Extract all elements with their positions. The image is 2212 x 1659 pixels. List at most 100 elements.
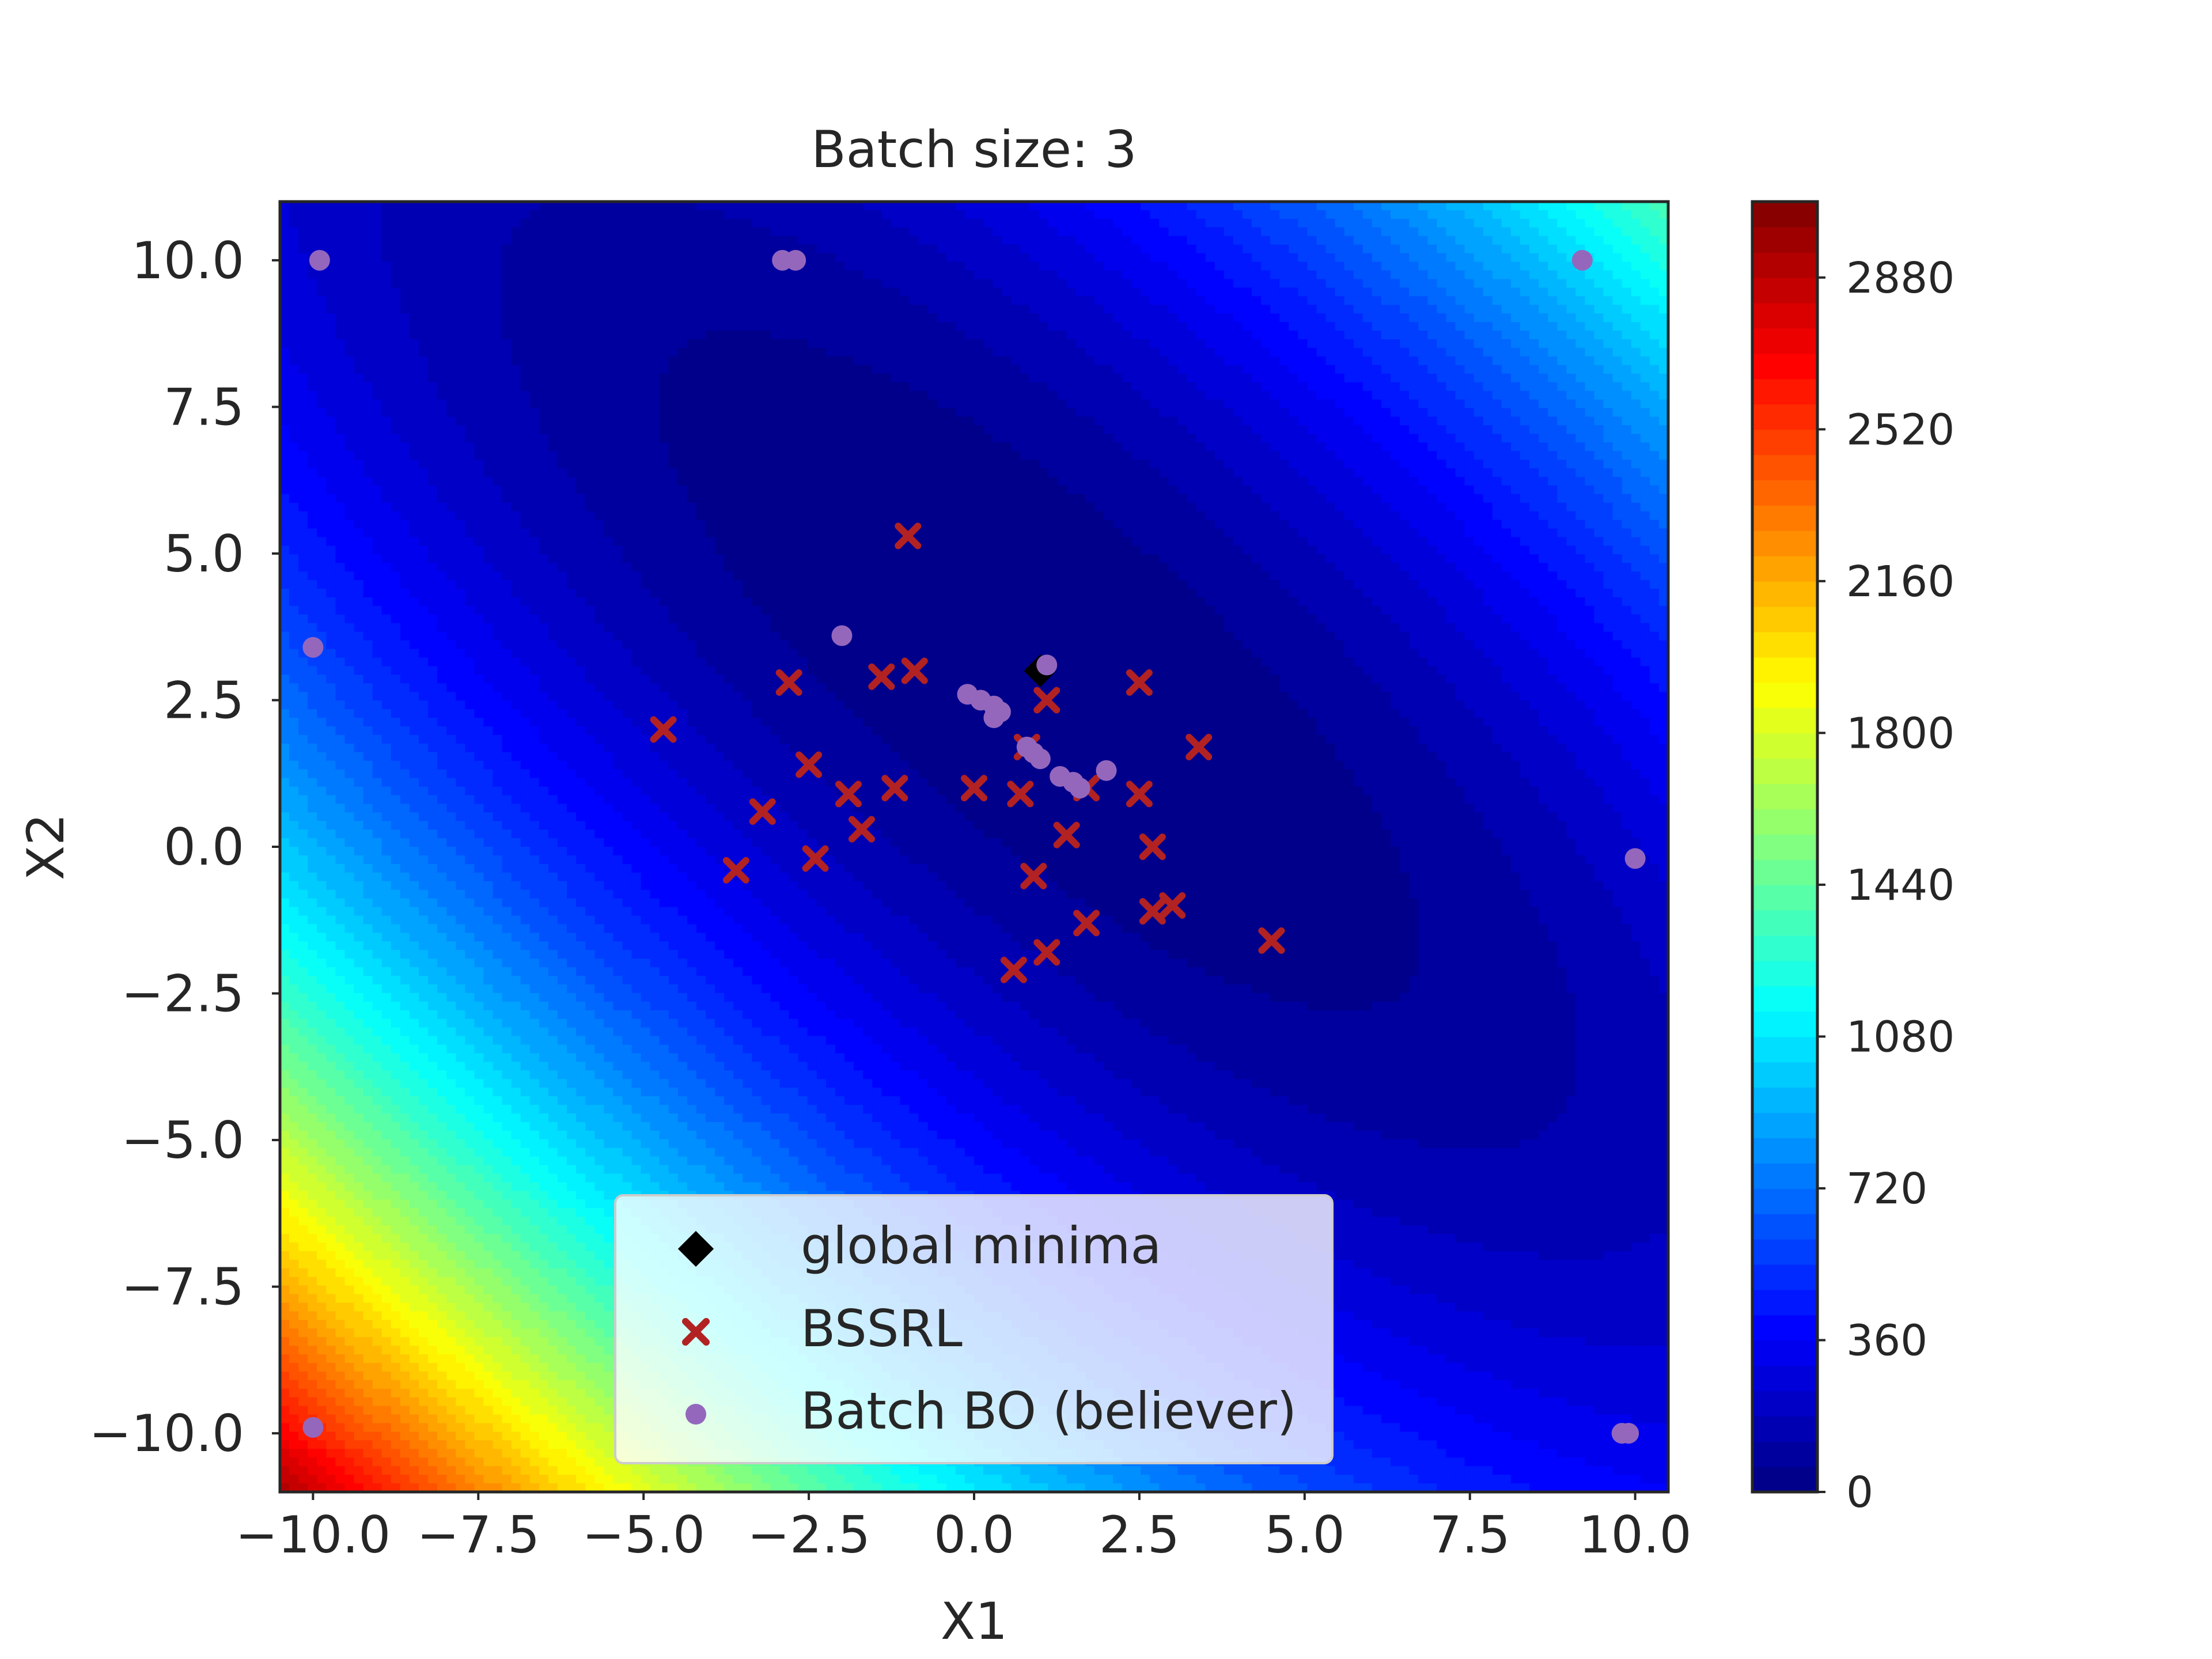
contour-cell <box>354 795 364 804</box>
contour-cell <box>548 1036 558 1046</box>
contour-cell <box>502 451 512 460</box>
contour-cell <box>428 847 438 856</box>
contour-cell <box>558 632 567 641</box>
contour-cell <box>373 1096 382 1105</box>
contour-cell <box>502 907 512 916</box>
contour-cell <box>326 890 336 899</box>
contour-cell <box>446 632 456 641</box>
contour-cell <box>400 1131 410 1140</box>
contour-cell <box>456 589 465 598</box>
contour-cell <box>446 580 456 589</box>
contour-cell <box>382 838 392 847</box>
contour-cell <box>382 357 392 366</box>
contour-cell <box>512 1234 521 1243</box>
contour-cell <box>548 641 558 650</box>
contour-cell <box>493 976 503 985</box>
contour-cell <box>335 313 345 323</box>
contour-cell <box>576 486 586 495</box>
contour-cell <box>410 554 419 563</box>
contour-cell <box>437 1311 447 1320</box>
contour-cell <box>400 855 410 865</box>
contour-cell <box>382 1113 392 1123</box>
contour-cell <box>344 374 354 383</box>
contour-cell <box>400 1105 410 1114</box>
contour-cell <box>530 1079 540 1088</box>
contour-cell <box>558 1457 567 1467</box>
contour-cell <box>354 976 364 985</box>
contour-cell <box>576 881 586 891</box>
contour-cell <box>530 408 540 417</box>
contour-cell <box>502 606 512 615</box>
contour-cell <box>502 915 512 925</box>
contour-cell <box>558 838 567 847</box>
contour-cell <box>465 649 475 658</box>
contour-cell <box>410 735 419 744</box>
contour-cell <box>502 1328 512 1338</box>
contour-cell <box>465 1260 475 1269</box>
contour-cell <box>576 270 586 279</box>
contour-cell <box>373 1397 382 1407</box>
contour-cell <box>502 641 512 650</box>
contour-cell <box>483 795 493 804</box>
contour-cell <box>373 1475 382 1484</box>
contour-cell <box>576 838 586 847</box>
contour-cell <box>548 666 558 675</box>
contour-cell <box>373 382 382 392</box>
contour-cell <box>567 1131 577 1140</box>
contour-cell <box>437 933 447 942</box>
contour-cell <box>344 228 354 237</box>
contour-cell <box>363 752 373 762</box>
contour-cell <box>502 924 512 933</box>
contour-cell <box>437 1423 447 1433</box>
contour-cell <box>382 1019 392 1028</box>
contour-cell <box>354 322 364 331</box>
contour-cell <box>428 915 438 925</box>
contour-cell <box>326 554 336 563</box>
contour-cell <box>326 1044 336 1054</box>
contour-cell <box>317 365 327 374</box>
contour-cell <box>317 1286 327 1295</box>
contour-cell <box>539 1208 549 1217</box>
contour-cell <box>474 657 484 666</box>
contour-cell <box>335 1251 345 1260</box>
contour-cell <box>437 761 447 770</box>
contour-cell <box>437 993 447 1002</box>
contour-cell <box>391 812 401 821</box>
contour-cell <box>567 1044 577 1054</box>
contour-cell <box>446 537 456 546</box>
contour-cell <box>298 984 308 994</box>
contour-cell <box>428 1019 438 1028</box>
contour-cell <box>456 632 465 641</box>
contour-cell <box>456 915 465 925</box>
contour-cell <box>400 623 410 632</box>
contour-cell <box>521 1010 531 1020</box>
contour-cell <box>382 537 392 546</box>
contour-cell <box>521 641 531 650</box>
contour-cell <box>567 967 577 976</box>
contour-cell <box>558 1036 567 1046</box>
contour-cell <box>446 597 456 607</box>
contour-cell <box>317 1113 327 1123</box>
contour-cell <box>446 365 456 374</box>
contour-cell <box>410 468 419 478</box>
contour-cell <box>326 270 336 279</box>
contour-cell <box>576 236 586 245</box>
contour-cell <box>391 1139 401 1149</box>
contour-cell <box>465 1311 475 1320</box>
contour-cell <box>391 1208 401 1217</box>
contour-cell <box>428 382 438 392</box>
contour-cell <box>446 1302 456 1312</box>
contour-cell <box>530 442 540 452</box>
contour-cell <box>539 700 549 710</box>
contour-cell <box>558 899 567 908</box>
contour-cell <box>493 786 503 796</box>
contour-cell <box>419 761 429 770</box>
contour-cell <box>456 1113 465 1123</box>
contour-cell <box>344 382 354 392</box>
contour-cell <box>512 571 521 581</box>
contour-cell <box>502 391 512 400</box>
contour-cell <box>585 279 595 288</box>
contour-cell <box>483 1328 493 1338</box>
contour-cell <box>298 830 308 839</box>
contour-cell <box>280 494 290 503</box>
